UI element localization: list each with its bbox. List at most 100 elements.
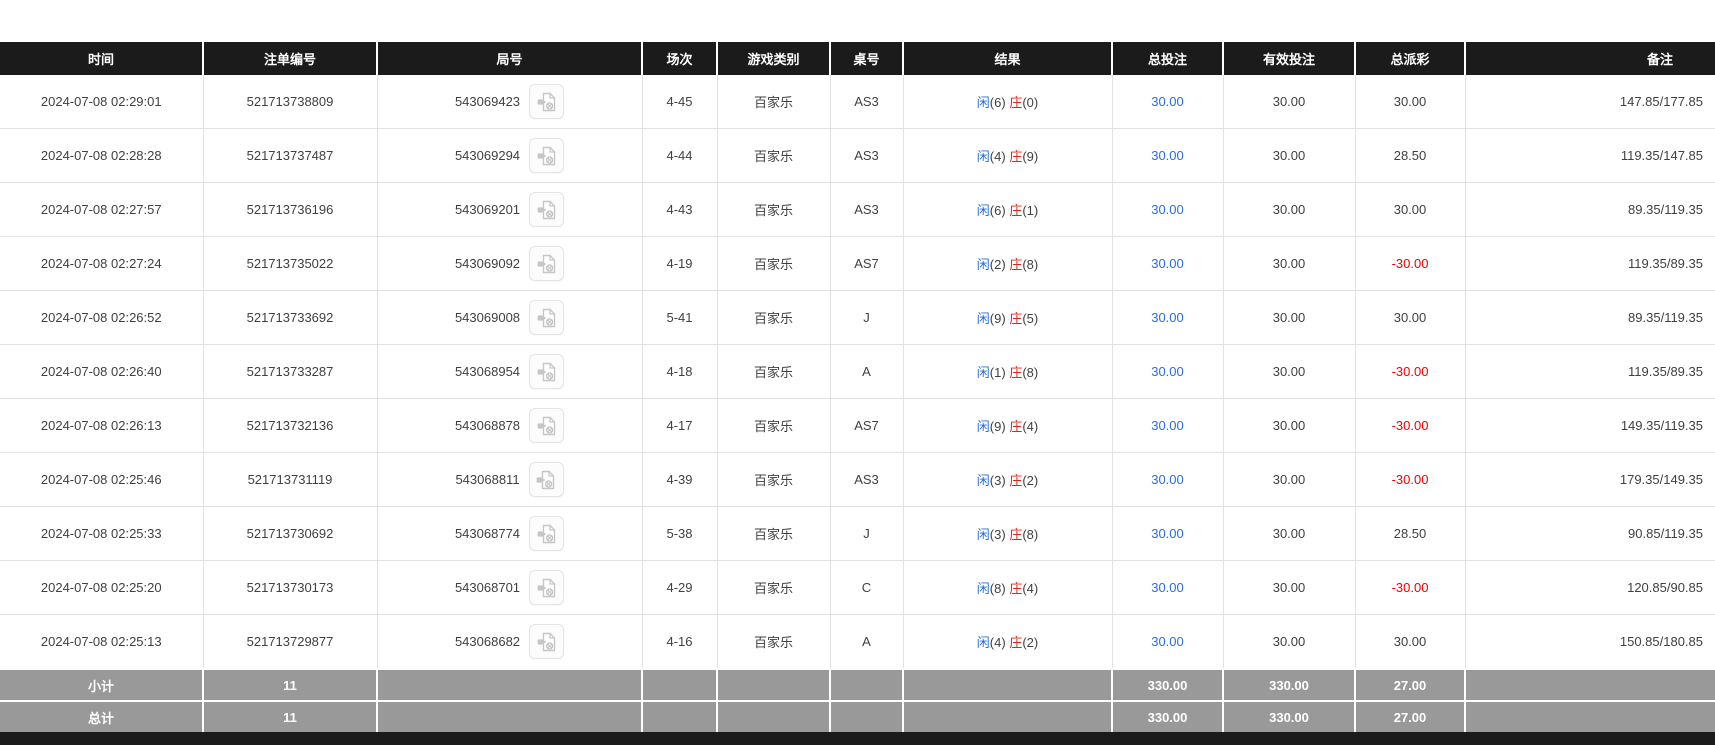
- cell-time: 2024-07-08 02:28:28: [0, 128, 204, 183]
- video-replay-button[interactable]: [529, 354, 565, 389]
- video-replay-button[interactable]: [528, 462, 564, 497]
- col-header-result: 结果: [903, 42, 1113, 75]
- player-score: (6): [989, 95, 1006, 110]
- video-replay-button[interactable]: [529, 138, 565, 173]
- cell-valid-bet: 30.00: [1223, 75, 1356, 129]
- banker-label: 庄: [1009, 95, 1023, 110]
- cell-total-bet-link[interactable]: 30.00: [1112, 560, 1224, 615]
- cell-time: 2024-07-08 02:25:13: [0, 614, 204, 670]
- cell-payout: 30.00: [1355, 75, 1466, 129]
- table-row: 2024-07-08 02:25:46 521713731119 5430688…: [0, 452, 1715, 507]
- cell-payout: -30.00: [1355, 344, 1466, 399]
- summary-empty-cell: [641, 700, 718, 732]
- top-spacer: [0, 0, 1715, 42]
- cell-total-bet-link[interactable]: 30.00: [1112, 75, 1224, 129]
- cell-session: 4-39: [642, 452, 718, 507]
- cell-total-bet-link[interactable]: 30.00: [1112, 236, 1224, 291]
- banker-score: (4): [1022, 419, 1039, 434]
- summary-count: 11: [202, 668, 378, 702]
- player-label: 闲: [976, 311, 990, 326]
- round-id-group: 543068682: [454, 624, 565, 659]
- player-score: (9): [989, 311, 1006, 326]
- cell-table-no: A: [830, 344, 904, 399]
- banker-label: 庄: [1009, 365, 1023, 380]
- video-replay-icon: [537, 308, 555, 327]
- cell-game-type: 百家乐: [717, 452, 831, 507]
- video-replay-button[interactable]: [529, 570, 565, 605]
- summary-empty-cell: [902, 700, 1113, 732]
- cell-game-type: 百家乐: [717, 290, 831, 345]
- cell-valid-bet: 30.00: [1223, 236, 1356, 291]
- col-header-round-id: 局号: [377, 42, 643, 75]
- video-replay-button[interactable]: [529, 192, 565, 227]
- round-id-group: 543068774: [454, 516, 565, 551]
- video-replay-button[interactable]: [529, 246, 565, 281]
- cell-session: 4-29: [642, 560, 718, 615]
- cell-bet-id: 521713737487: [203, 128, 378, 183]
- cell-time: 2024-07-08 02:26:40: [0, 344, 204, 399]
- cell-bet-id: 521713732136: [203, 398, 378, 453]
- video-replay-button[interactable]: [529, 300, 565, 335]
- summary-row: 总计 11 330.00 330.00 27.00: [0, 700, 1715, 732]
- round-id-value: 543068682: [454, 634, 521, 649]
- cell-payout: 30.00: [1355, 290, 1466, 345]
- cell-result: 闲(4) 庄(9): [903, 128, 1113, 183]
- cell-round-id: 543068701: [377, 560, 643, 615]
- cell-total-bet-link[interactable]: 30.00: [1112, 398, 1224, 453]
- player-score: (4): [989, 149, 1006, 164]
- video-replay-button[interactable]: [529, 624, 565, 659]
- cell-game-type: 百家乐: [717, 236, 831, 291]
- banker-label: 庄: [1009, 257, 1023, 272]
- cell-table-no: J: [830, 506, 904, 561]
- banker-score: (2): [1022, 473, 1039, 488]
- summary-empty-cell: [1464, 700, 1715, 732]
- cell-remark: 90.85/119.35: [1465, 506, 1715, 561]
- cell-total-bet-link[interactable]: 30.00: [1112, 290, 1224, 345]
- cell-time: 2024-07-08 02:27:57: [0, 182, 204, 237]
- cell-game-type: 百家乐: [717, 614, 831, 670]
- video-replay-button[interactable]: [529, 408, 565, 443]
- cell-game-type: 百家乐: [717, 128, 831, 183]
- cell-round-id: 543068811: [377, 452, 643, 507]
- banker-label: 庄: [1009, 149, 1023, 164]
- video-replay-button[interactable]: [529, 516, 565, 551]
- cell-time: 2024-07-08 02:29:01: [0, 75, 204, 129]
- cell-session: 4-43: [642, 182, 718, 237]
- cell-bet-id: 521713738809: [203, 75, 378, 129]
- cell-total-bet-link[interactable]: 30.00: [1112, 344, 1224, 399]
- cell-total-bet-link[interactable]: 30.00: [1112, 452, 1224, 507]
- cell-payout: 28.50: [1355, 128, 1466, 183]
- video-replay-icon: [537, 632, 555, 651]
- player-score: (9): [989, 419, 1006, 434]
- cell-round-id: 543069294: [377, 128, 643, 183]
- summary-row: 小计 11 330.00 330.00 27.00: [0, 668, 1715, 702]
- cell-time: 2024-07-08 02:26:13: [0, 398, 204, 453]
- banker-score: (8): [1022, 527, 1039, 542]
- round-id-value: 543069201: [454, 202, 521, 217]
- video-replay-icon: [537, 524, 555, 543]
- round-id-value: 543068811: [455, 472, 520, 487]
- cell-valid-bet: 30.00: [1223, 452, 1356, 507]
- cell-total-bet-link[interactable]: 30.00: [1112, 506, 1224, 561]
- cell-remark: 147.85/177.85: [1465, 75, 1715, 129]
- summary-total-bet: 330.00: [1111, 700, 1224, 732]
- col-header-time: 时间: [0, 42, 204, 75]
- table-body: 2024-07-08 02:29:01 521713738809 5430694…: [0, 75, 1715, 670]
- cell-valid-bet: 30.00: [1223, 182, 1356, 237]
- round-id-value: 543068701: [454, 580, 521, 595]
- cell-total-bet-link[interactable]: 30.00: [1112, 182, 1224, 237]
- summary-empty-cell: [716, 700, 831, 732]
- cell-total-bet-link[interactable]: 30.00: [1112, 128, 1224, 183]
- summary-label: 小计: [0, 668, 204, 702]
- table-row: 2024-07-08 02:28:28 521713737487 5430692…: [0, 128, 1715, 183]
- cell-time: 2024-07-08 02:25:46: [0, 452, 204, 507]
- cell-valid-bet: 30.00: [1223, 560, 1356, 615]
- video-replay-button[interactable]: [529, 84, 565, 119]
- cell-total-bet-link[interactable]: 30.00: [1112, 614, 1224, 670]
- cell-result: 闲(9) 庄(4): [903, 398, 1113, 453]
- video-replay-icon: [537, 92, 555, 111]
- round-id-value: 543068774: [454, 526, 521, 541]
- cell-time: 2024-07-08 02:26:52: [0, 290, 204, 345]
- cell-round-id: 543069008: [377, 290, 643, 345]
